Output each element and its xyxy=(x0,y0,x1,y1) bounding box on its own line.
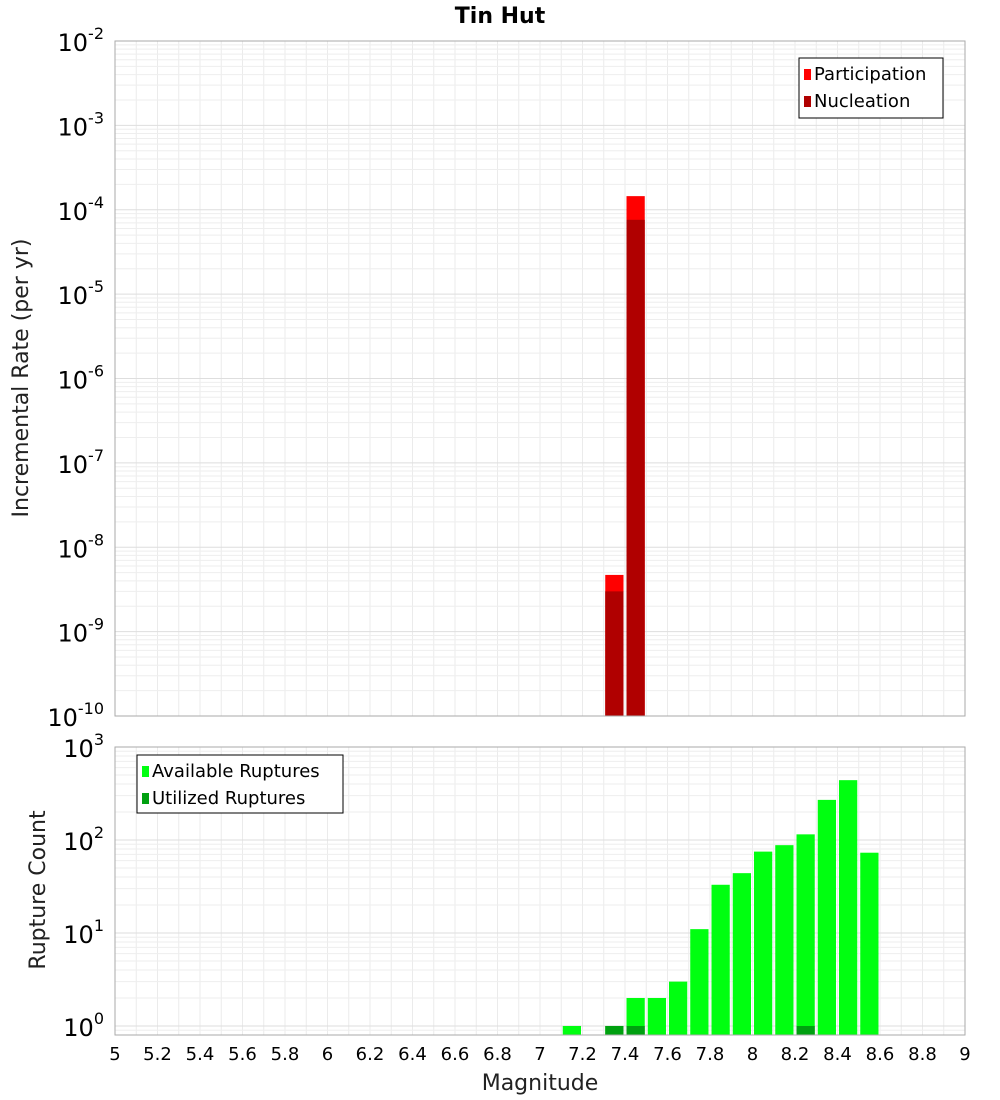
bottom-bar xyxy=(626,997,645,1035)
bottom-legend-label: Available Ruptures xyxy=(152,761,320,782)
bottom-bar xyxy=(839,780,858,1035)
x-tick-label: 7.8 xyxy=(696,1044,725,1065)
top-y-axis-label: Incremental Rate (per yr) xyxy=(9,239,34,518)
top-legend-swatch xyxy=(804,96,811,107)
top-legend: Participation Nucleation xyxy=(798,57,944,119)
bottom-bar xyxy=(669,981,688,1035)
bottom-bar xyxy=(775,845,794,1035)
x-tick-label: 5.4 xyxy=(186,1044,215,1065)
bottom-y-tick-label: 100 xyxy=(63,1009,104,1042)
bottom-series-1 xyxy=(605,1025,815,1035)
x-tick-label: 7.6 xyxy=(653,1044,682,1065)
top-legend-label: Nucleation xyxy=(814,91,910,112)
x-tick-label: 6.2 xyxy=(356,1044,385,1065)
x-tick-label: 5.2 xyxy=(143,1044,172,1065)
bottom-legend-box xyxy=(136,754,344,814)
bottom-y-tick-label: 102 xyxy=(63,823,104,856)
top-plot-border xyxy=(114,40,966,717)
top-y-tick-label: 10-6 xyxy=(58,362,105,395)
bottom-legend-swatch xyxy=(142,766,149,777)
top-y-tick-label: 10-9 xyxy=(58,615,105,648)
x-tick-label: 7 xyxy=(534,1044,545,1065)
bottom-bar xyxy=(605,1025,624,1035)
x-tick-label: 8.6 xyxy=(866,1044,895,1065)
bottom-bar xyxy=(817,799,836,1035)
x-tick-label: 5.8 xyxy=(271,1044,300,1065)
top-y-tick-label: 10-5 xyxy=(58,277,105,310)
bottom-legend-swatch xyxy=(142,793,149,804)
bottom-bar xyxy=(860,852,879,1035)
top-y-tick-label: 10-10 xyxy=(47,699,104,732)
x-tick-label: 6.4 xyxy=(398,1044,427,1065)
top-bar xyxy=(605,591,624,716)
bottom-y-tick-label: 103 xyxy=(63,730,104,763)
top-y-tick-label: 10-2 xyxy=(58,24,105,57)
top-grid xyxy=(114,40,966,717)
bottom-plot-border xyxy=(114,746,966,1036)
x-tick-label: 8.8 xyxy=(908,1044,937,1065)
x-tick-label: 8.2 xyxy=(781,1044,810,1065)
bottom-bar xyxy=(796,1025,815,1035)
x-tick-label: 5.6 xyxy=(228,1044,257,1065)
bottom-legend-label: Utilized Ruptures xyxy=(152,788,305,809)
bottom-series-0 xyxy=(562,780,879,1035)
x-tick-label: 9 xyxy=(959,1044,970,1065)
top-legend-label: Participation xyxy=(814,64,926,85)
x-tick-label: 6.8 xyxy=(483,1044,512,1065)
bottom-bar xyxy=(647,997,666,1035)
top-y-tick-label: 10-4 xyxy=(58,193,105,226)
bottom-bar xyxy=(711,884,730,1035)
chart-title: Tin Hut xyxy=(455,4,546,29)
x-tick-label: 7.4 xyxy=(611,1044,640,1065)
x-tick-label: 5 xyxy=(109,1044,120,1065)
top-y-tick-label: 10-3 xyxy=(58,108,105,141)
x-tick-label: 6.6 xyxy=(441,1044,470,1065)
bottom-bar xyxy=(626,1025,645,1035)
bottom-bar xyxy=(690,929,709,1035)
x-tick-label: 8.4 xyxy=(823,1044,852,1065)
bottom-legend: Available Ruptures Utilized Ruptures xyxy=(136,754,344,814)
bottom-bar xyxy=(796,834,815,1035)
x-tick-label: 6 xyxy=(322,1044,333,1065)
bottom-bar xyxy=(754,851,773,1035)
bottom-bar xyxy=(562,1025,581,1035)
top-series-1 xyxy=(605,219,645,717)
top-y-tick-label: 10-7 xyxy=(58,446,105,479)
x-tick-label: 7.2 xyxy=(568,1044,597,1065)
top-y-tick-label: 10-8 xyxy=(58,530,105,563)
bottom-y-tick-label: 101 xyxy=(63,916,104,949)
top-bar xyxy=(626,219,645,717)
top-legend-box xyxy=(798,57,944,119)
x-axis-label: Magnitude xyxy=(482,1071,599,1096)
top-legend-swatch xyxy=(804,69,811,80)
bottom-y-axis-label: Rupture Count xyxy=(26,810,51,970)
x-tick-label: 8 xyxy=(747,1044,758,1065)
bottom-bar xyxy=(732,873,751,1035)
